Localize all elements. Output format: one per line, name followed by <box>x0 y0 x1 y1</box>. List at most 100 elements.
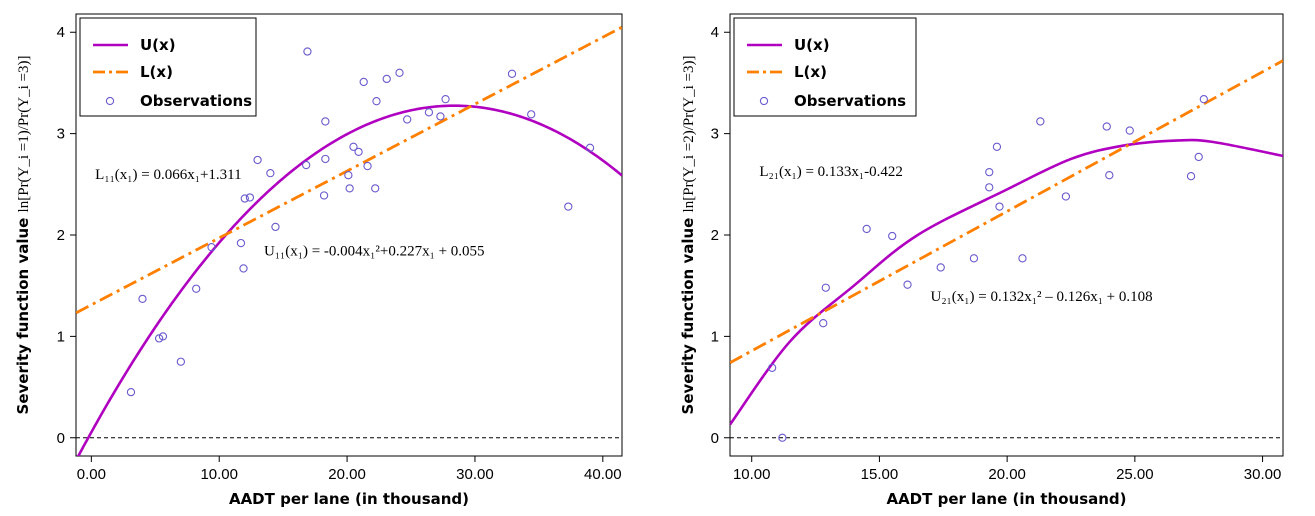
observation-point <box>441 95 450 104</box>
x-tick-label: 20.00 <box>328 466 366 483</box>
y-tick-label: 4 <box>711 24 719 41</box>
x-axis-label: AADT per lane (in thousand) <box>229 490 469 508</box>
plot-area <box>730 59 1283 442</box>
series-u-curve <box>76 104 622 456</box>
observation-point <box>1105 171 1114 180</box>
observation-point <box>345 184 354 193</box>
x-axis-label: AADT per lane (in thousand) <box>886 490 1126 508</box>
legend-entry: L(x) <box>140 63 173 81</box>
observation-point <box>302 160 311 170</box>
observation-point <box>985 167 994 177</box>
observation-point <box>903 280 912 289</box>
observation-point <box>767 363 777 372</box>
y-tick-label: 2 <box>57 227 65 244</box>
observation-point <box>253 155 262 165</box>
observation-point <box>1102 122 1111 131</box>
observation-point <box>995 202 1004 211</box>
observation-point <box>207 243 216 252</box>
observation-point <box>239 264 248 273</box>
equation-U: U₂₁(x₁) = 0.132x₁² – 0.126x₁ + 0.108 <box>931 289 1153 305</box>
series-l-curve <box>76 25 622 315</box>
x-tick-label: 30.00 <box>1244 466 1282 483</box>
observation-point <box>424 108 434 117</box>
observation-point <box>992 142 1002 151</box>
observation-point <box>126 387 136 397</box>
equation-L: L₂₁(x₁) = 0.133x₁-0.422 <box>759 164 903 180</box>
observation-point <box>382 74 391 84</box>
observation-point <box>436 112 445 121</box>
y-tick-label: 1 <box>711 328 719 345</box>
observation-point <box>821 283 830 292</box>
observation-point <box>359 77 368 87</box>
observation-point <box>778 433 787 442</box>
legend-box <box>733 17 917 117</box>
observation-point <box>138 294 147 304</box>
observation-point <box>303 47 312 56</box>
legend-entry: Observations <box>794 92 906 110</box>
legend-entry: L(x) <box>794 63 827 81</box>
observation-point <box>371 184 380 193</box>
observation-point <box>1125 126 1134 135</box>
observation-point <box>507 69 517 78</box>
plot-area <box>76 25 622 456</box>
observation-point <box>1199 95 1208 104</box>
observation-point <box>319 191 329 200</box>
y-axis-label: Severity function value ln[Pr(Y_i =1)/Pr… <box>14 56 32 415</box>
x-tick-label: 40.00 <box>584 466 622 483</box>
y-axis-label: Severity function value ln[Pr(Y_i =2)/Pr… <box>679 56 697 415</box>
x-tick-label: 0.00 <box>77 466 106 483</box>
observation-point <box>266 169 275 178</box>
observation-point <box>1018 254 1027 263</box>
observation-point <box>271 222 280 232</box>
x-tick-label: 25.00 <box>1116 466 1154 483</box>
observation-point <box>245 193 255 202</box>
observation-point <box>192 284 201 293</box>
y-tick-label: 3 <box>711 126 719 143</box>
observation-point <box>527 110 536 119</box>
observation-point <box>321 154 330 164</box>
y-tick-label: 2 <box>711 227 719 244</box>
y-tick-label: 0 <box>57 430 65 447</box>
observation-point <box>585 143 595 152</box>
observation-point <box>862 224 871 234</box>
x-tick-label: 30.00 <box>456 466 494 483</box>
legend: U(x) L(x) Observations <box>733 17 917 117</box>
legend-entry: U(x) <box>794 36 830 54</box>
y-axis-label-formula: ln[Pr(Y_i =1)/Pr(Y_i =3)] <box>16 56 32 213</box>
legend-entry: Observations <box>140 92 252 110</box>
observation-point <box>395 68 404 77</box>
x-tick-label: 10.00 <box>733 466 771 483</box>
observation-point <box>888 231 897 241</box>
observation-point <box>344 171 353 180</box>
y-tick-label: 1 <box>57 328 65 345</box>
legend-observation-swatch <box>759 96 769 106</box>
observation-point <box>969 254 979 263</box>
series-u-curve <box>730 138 1283 426</box>
observation-point <box>819 319 828 328</box>
observation-point <box>176 357 186 366</box>
x-tick-label: 20.00 <box>988 466 1026 483</box>
legend-observation-swatch <box>105 96 115 106</box>
legend-entry: U(x) <box>140 36 176 54</box>
equation-L: L₁₁(x₁) = 0.066x₁+1.311 <box>95 167 241 183</box>
observation-point <box>321 117 330 126</box>
x-tick-label: 10.00 <box>200 466 238 483</box>
y-tick-label: 4 <box>57 24 65 41</box>
equation-U: U₁₁(x₁) = -0.004x₁²+0.227x₁ + 0.055 <box>264 243 485 259</box>
legend-box <box>79 17 257 117</box>
observation-point <box>1036 117 1045 126</box>
observation-point <box>564 202 573 211</box>
observation-point <box>1194 152 1203 162</box>
observation-point <box>1186 172 1196 181</box>
observation-point <box>1061 192 1071 201</box>
y-axis-label-formula: ln[Pr(Y_i =2)/Pr(Y_i =3)] <box>681 56 697 213</box>
observation-point <box>354 147 363 157</box>
observation-point <box>158 332 168 341</box>
observation-point <box>372 97 381 106</box>
y-tick-label: 0 <box>711 430 719 447</box>
legend: U(x) L(x) Observations <box>79 17 257 117</box>
chart-panel-2: 10.00 15.00 20.00 25.00 30.00 0 1 2 3 4 AADT per l… <box>679 13 1284 508</box>
observation-point <box>236 238 246 248</box>
observation-point <box>936 263 945 272</box>
